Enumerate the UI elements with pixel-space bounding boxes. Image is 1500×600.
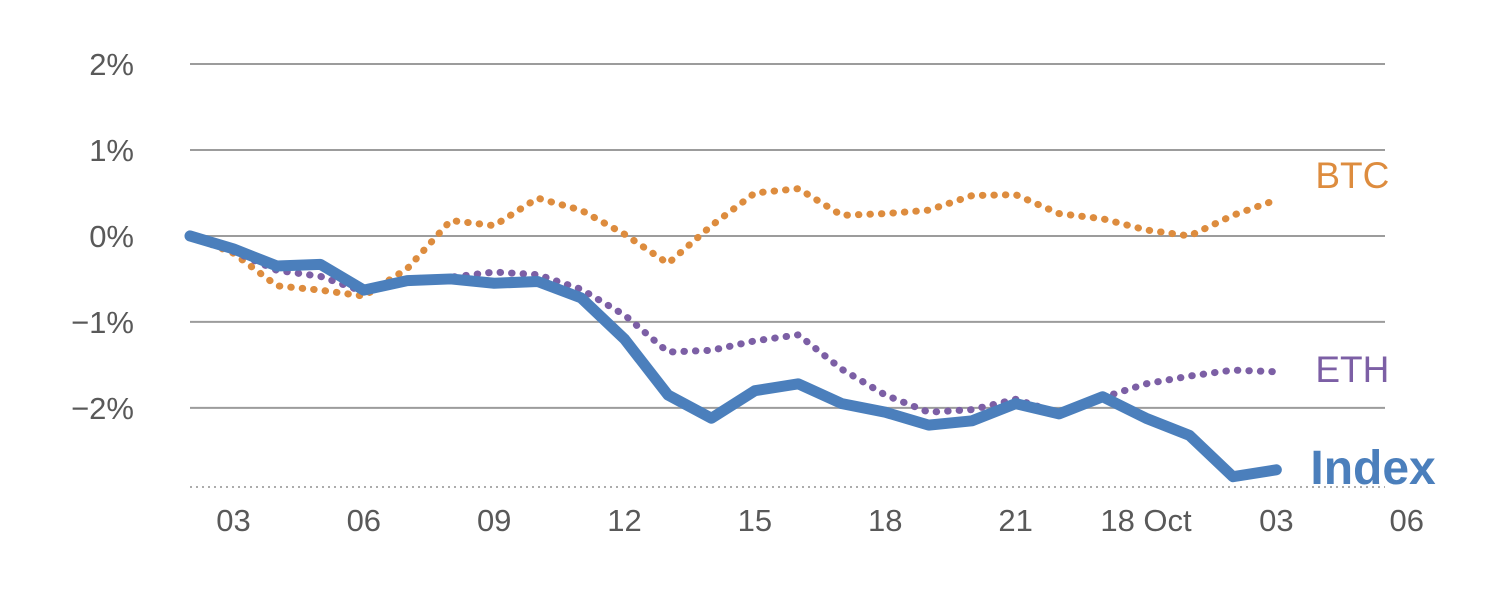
- series-line-eth: [186, 232, 1280, 417]
- series-label-index: Index: [1310, 442, 1436, 495]
- x-tick-label: 21: [998, 503, 1032, 538]
- x-tick-label: 06: [1389, 503, 1423, 538]
- x-tick-label: 09: [477, 503, 511, 538]
- y-tick-label: −1%: [71, 305, 134, 340]
- x-tick-label: 06: [347, 503, 381, 538]
- x-tick-label: 12: [607, 503, 641, 538]
- y-tick-label: −2%: [71, 391, 134, 426]
- series-line-index: [184, 230, 1282, 483]
- series-label-eth: ETH: [1315, 349, 1389, 390]
- x-tick-label: 03: [1259, 503, 1293, 538]
- x-tick-label: 03: [216, 503, 250, 538]
- series-label-btc: BTC: [1315, 155, 1389, 196]
- y-tick-label: 1%: [89, 133, 134, 168]
- x-tick-label: 18: [868, 503, 902, 538]
- y-tick-label: 0%: [89, 219, 134, 254]
- y-tick-label: 2%: [89, 47, 134, 82]
- x-tick-label: 18 Oct: [1100, 503, 1192, 538]
- x-tick-label: 15: [738, 503, 772, 538]
